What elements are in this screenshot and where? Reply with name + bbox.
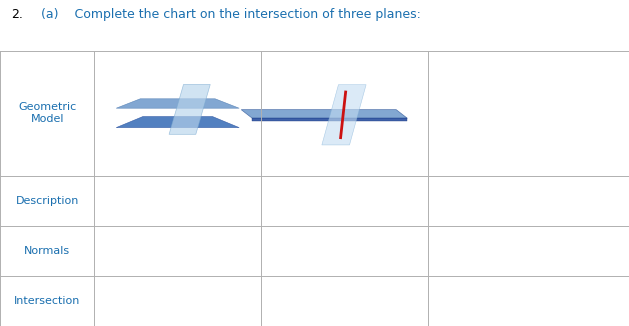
Polygon shape [169, 84, 210, 134]
Text: Description: Description [16, 196, 79, 206]
Polygon shape [242, 110, 408, 118]
Polygon shape [252, 118, 408, 121]
Text: (a)    Complete the chart on the intersection of three planes:: (a) Complete the chart on the intersecti… [41, 8, 421, 21]
Text: 2.: 2. [11, 8, 23, 21]
Text: Intersection: Intersection [14, 296, 81, 306]
Text: Geometric
Model: Geometric Model [18, 102, 76, 124]
Text: Normals: Normals [24, 246, 70, 256]
Polygon shape [116, 99, 239, 108]
Polygon shape [322, 85, 366, 145]
Polygon shape [116, 116, 239, 127]
